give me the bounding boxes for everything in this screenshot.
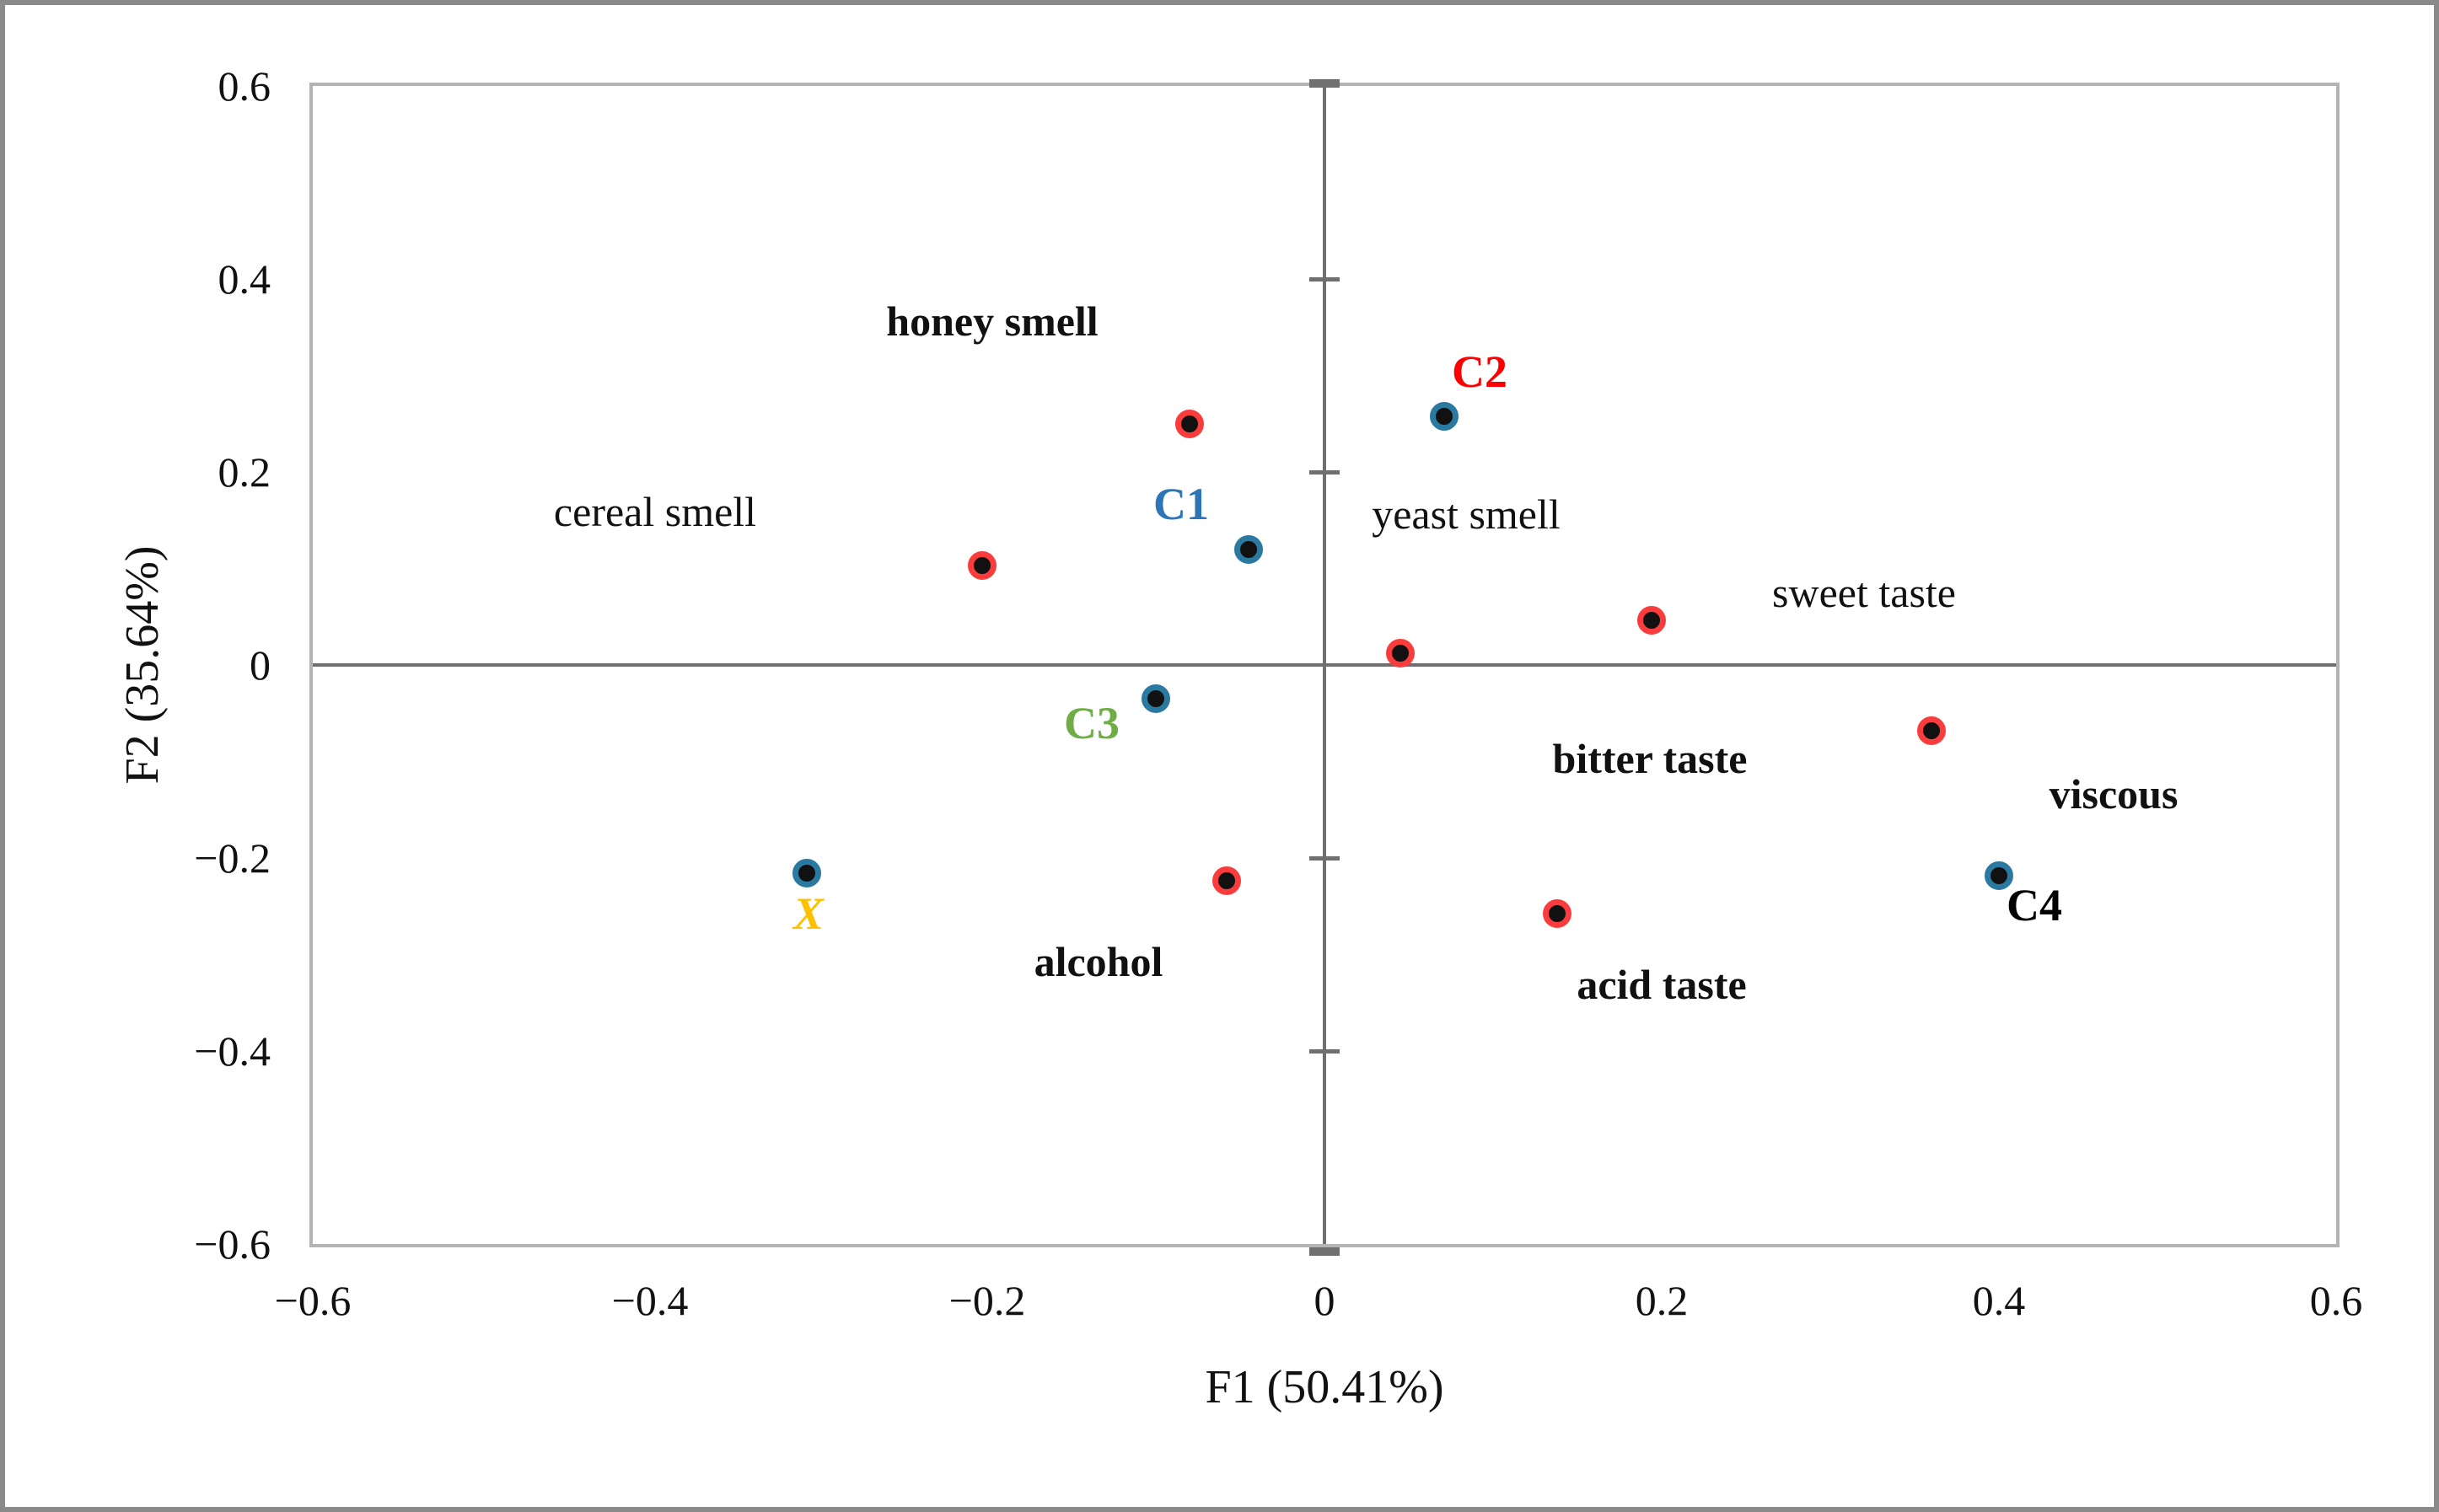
attribute-point-honey-smell xyxy=(1175,409,1204,438)
sample-point-x xyxy=(792,859,821,888)
attribute-point-acid-taste xyxy=(1543,899,1571,929)
sample-point-c2 xyxy=(1430,401,1459,431)
y-tick-label: 0 xyxy=(250,641,271,689)
attribute-label-yeast-smell: yeast smell xyxy=(1372,491,1561,539)
sample-point-c3 xyxy=(1142,684,1170,714)
x-zero-axis-line xyxy=(313,663,2336,667)
x-tick-label: 0 xyxy=(1314,1277,1335,1324)
y-axis-inner-tick xyxy=(1309,469,1340,475)
attribute-label-honey-smell: honey smell xyxy=(886,298,1099,346)
plot-area: honey smell cereal smell yeast smell sweet … xyxy=(309,79,2340,1256)
y-tick-label: 0.2 xyxy=(218,448,271,496)
attribute-label-viscous: viscous xyxy=(2049,770,2178,818)
attribute-point-cereal-smell xyxy=(968,551,997,581)
attribute-label-sweet-taste: sweet taste xyxy=(1772,569,1956,617)
y-axis-inner-tick xyxy=(1309,855,1340,861)
y-tick-label: −0.2 xyxy=(194,834,271,882)
sample-label-c1: C1 xyxy=(1153,478,1209,529)
y-tick-label: −0.4 xyxy=(194,1027,271,1075)
attribute-point-yeast-smell xyxy=(1386,639,1415,668)
sample-point-c1 xyxy=(1234,534,1263,564)
x-tick-label: 0.2 xyxy=(1635,1277,1689,1324)
attribute-point-alcohol xyxy=(1212,866,1241,896)
x-tick-label: −0.6 xyxy=(274,1277,352,1324)
attribute-point-sweet-taste xyxy=(1637,606,1666,635)
sample-label-c3: C3 xyxy=(1064,697,1120,748)
y-tick-label: −0.6 xyxy=(194,1220,271,1268)
x-tick-label: 0.6 xyxy=(2309,1277,2363,1324)
sample-point-c4 xyxy=(1985,861,2013,890)
x-tick-label: −0.4 xyxy=(611,1277,689,1324)
x-zero-frame-tick-bottom xyxy=(1309,1247,1340,1256)
attribute-point-viscous xyxy=(1917,716,1946,745)
attribute-label-alcohol: alcohol xyxy=(1034,937,1163,985)
x-axis-title: F1 (50.41%) xyxy=(1205,1361,1444,1413)
sample-label-c2: C2 xyxy=(1452,346,1507,397)
x-tick-label: −0.2 xyxy=(948,1277,1026,1324)
y-tick-label: 0.6 xyxy=(218,62,271,110)
attribute-label-cereal-smell: cereal smell xyxy=(553,487,757,535)
sample-label-c4: C4 xyxy=(2007,880,2062,931)
y-axis-inner-tick xyxy=(1309,276,1340,281)
x-tick-label: 0.4 xyxy=(1972,1277,2026,1324)
attribute-label-bitter-taste: bitter taste xyxy=(1552,735,1748,783)
attribute-label-acid-taste: acid taste xyxy=(1577,960,1747,1008)
x-zero-frame-tick-top xyxy=(1309,79,1340,88)
y-tick-label: 0.4 xyxy=(218,255,271,303)
sample-label-x: X xyxy=(792,888,825,940)
y-axis-inner-tick xyxy=(1309,1048,1340,1054)
